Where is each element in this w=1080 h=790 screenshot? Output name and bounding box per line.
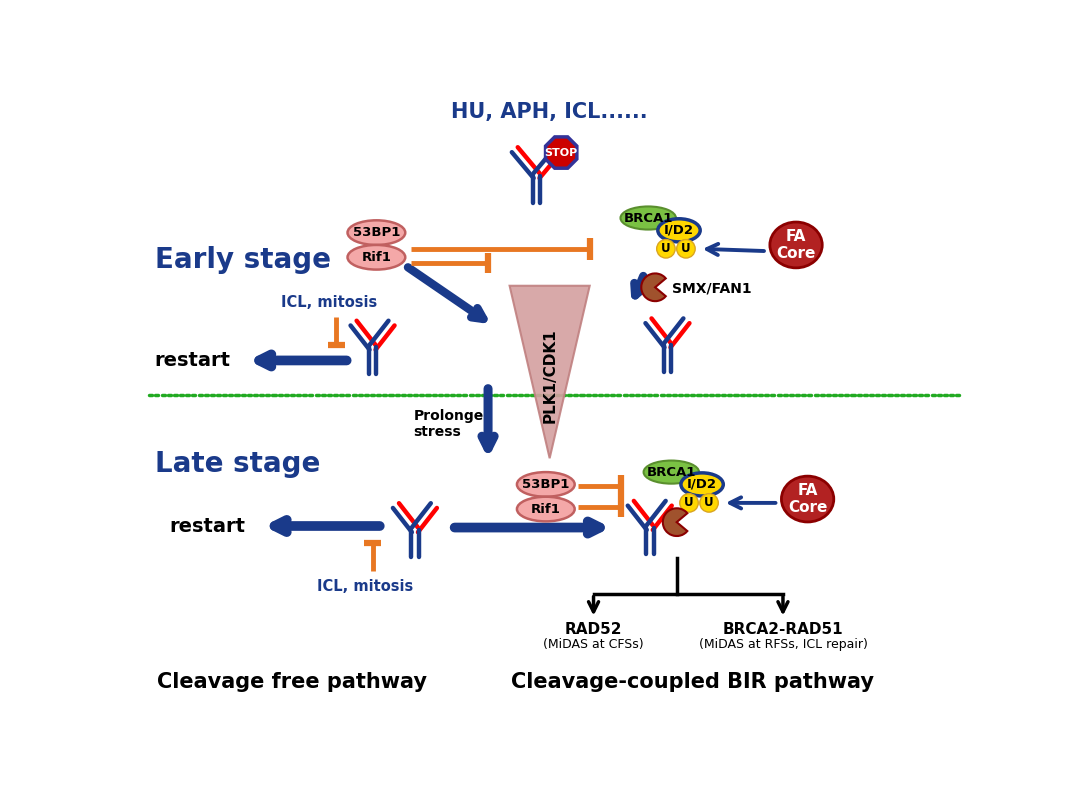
Ellipse shape: [658, 219, 700, 242]
Text: Prolonged
stress: Prolonged stress: [414, 409, 494, 439]
Text: SMX/FAN1: SMX/FAN1: [672, 282, 752, 295]
Ellipse shape: [621, 206, 676, 230]
Text: Late stage: Late stage: [154, 450, 320, 479]
Text: (MiDAS at RFSs, ICL repair): (MiDAS at RFSs, ICL repair): [699, 638, 867, 651]
Text: BRCA1: BRCA1: [623, 212, 673, 224]
Circle shape: [677, 239, 696, 258]
Text: RAD52: RAD52: [565, 623, 622, 638]
Ellipse shape: [348, 220, 405, 245]
Text: 53BP1: 53BP1: [522, 478, 569, 491]
Ellipse shape: [348, 245, 405, 269]
Text: (MiDAS at CFSs): (MiDAS at CFSs): [543, 638, 644, 651]
Text: Rif1: Rif1: [531, 502, 561, 516]
Text: FA
Core: FA Core: [788, 483, 827, 515]
Text: U: U: [681, 243, 691, 255]
Text: I/D2: I/D2: [687, 478, 717, 491]
Text: FA
Core: FA Core: [777, 229, 815, 261]
Text: I/D2: I/D2: [664, 224, 694, 237]
Text: STOP: STOP: [544, 148, 578, 157]
Text: BRCA1: BRCA1: [647, 465, 696, 479]
Circle shape: [700, 494, 718, 512]
Text: U: U: [704, 496, 714, 510]
Wedge shape: [642, 273, 665, 301]
Text: Rif1: Rif1: [362, 250, 391, 264]
Ellipse shape: [517, 497, 575, 521]
Circle shape: [679, 494, 699, 512]
Text: Early stage: Early stage: [154, 246, 330, 274]
Text: U: U: [661, 243, 671, 255]
Text: U: U: [685, 496, 693, 510]
Ellipse shape: [680, 473, 724, 496]
Ellipse shape: [770, 222, 822, 268]
Ellipse shape: [644, 461, 699, 483]
Text: Cleavage-coupled BIR pathway: Cleavage-coupled BIR pathway: [511, 672, 874, 691]
Text: 53BP1: 53BP1: [353, 226, 400, 239]
Circle shape: [657, 239, 675, 258]
Polygon shape: [510, 286, 590, 458]
Ellipse shape: [517, 472, 575, 497]
Wedge shape: [663, 508, 687, 536]
Text: restart: restart: [154, 351, 230, 370]
Text: BRCA2-RAD51: BRCA2-RAD51: [723, 623, 843, 638]
Text: Cleavage free pathway: Cleavage free pathway: [157, 672, 427, 691]
Text: PLK1/CDK1: PLK1/CDK1: [542, 329, 557, 423]
Ellipse shape: [782, 476, 834, 522]
Polygon shape: [545, 137, 577, 168]
Text: restart: restart: [170, 517, 245, 536]
Text: HU, APH, ICL......: HU, APH, ICL......: [451, 102, 648, 122]
Text: ICL, mitosis: ICL, mitosis: [281, 295, 377, 310]
Text: ICL, mitosis: ICL, mitosis: [316, 578, 413, 593]
